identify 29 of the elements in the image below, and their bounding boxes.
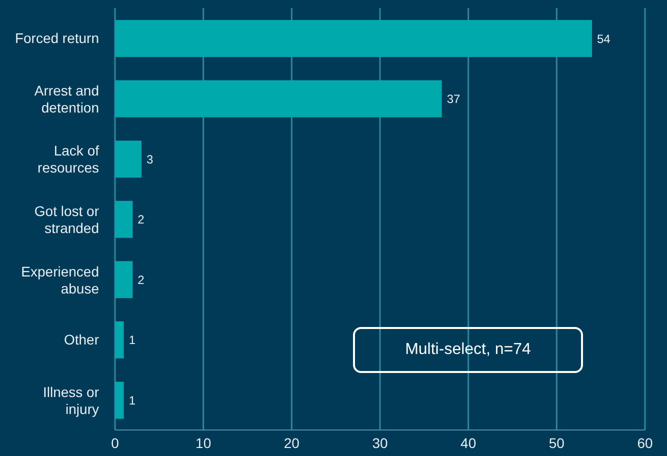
bar (115, 80, 442, 118)
x-tick-label: 40 (460, 434, 476, 451)
data-label: 1 (128, 393, 136, 408)
y-tick-label: Illness or injury (42, 384, 100, 417)
bar (115, 20, 592, 57)
data-label: 54 (597, 32, 611, 46)
bar (115, 382, 124, 419)
x-tick-label: 50 (548, 434, 565, 451)
y-tick-label: Experienced abuse (21, 263, 100, 296)
y-tick-label: Forced return (14, 30, 99, 46)
x-tick-label: 30 (372, 434, 388, 451)
y-tick-label: Other (64, 332, 100, 348)
y-tick-label: Got lost or stranded (34, 203, 100, 236)
bar (115, 140, 142, 178)
x-tick-label: 20 (284, 434, 300, 451)
data-label: 37 (446, 92, 461, 106)
bar (115, 321, 124, 358)
x-tick-label: 10 (196, 434, 212, 451)
annotation: Multi-select, n=74 (405, 341, 531, 359)
x-tick-label: 60 (637, 434, 653, 451)
data-label: 3 (146, 152, 154, 166)
data-label: 2 (138, 212, 145, 227)
x-tick-label: 0 (111, 434, 120, 451)
data-label: 2 (138, 272, 145, 287)
y-tick-label: Lack of resources (38, 142, 100, 176)
y-tick-label: Arrest and detention (34, 82, 99, 116)
bar (115, 200, 133, 238)
data-label: 1 (128, 333, 136, 348)
bar (115, 261, 133, 298)
